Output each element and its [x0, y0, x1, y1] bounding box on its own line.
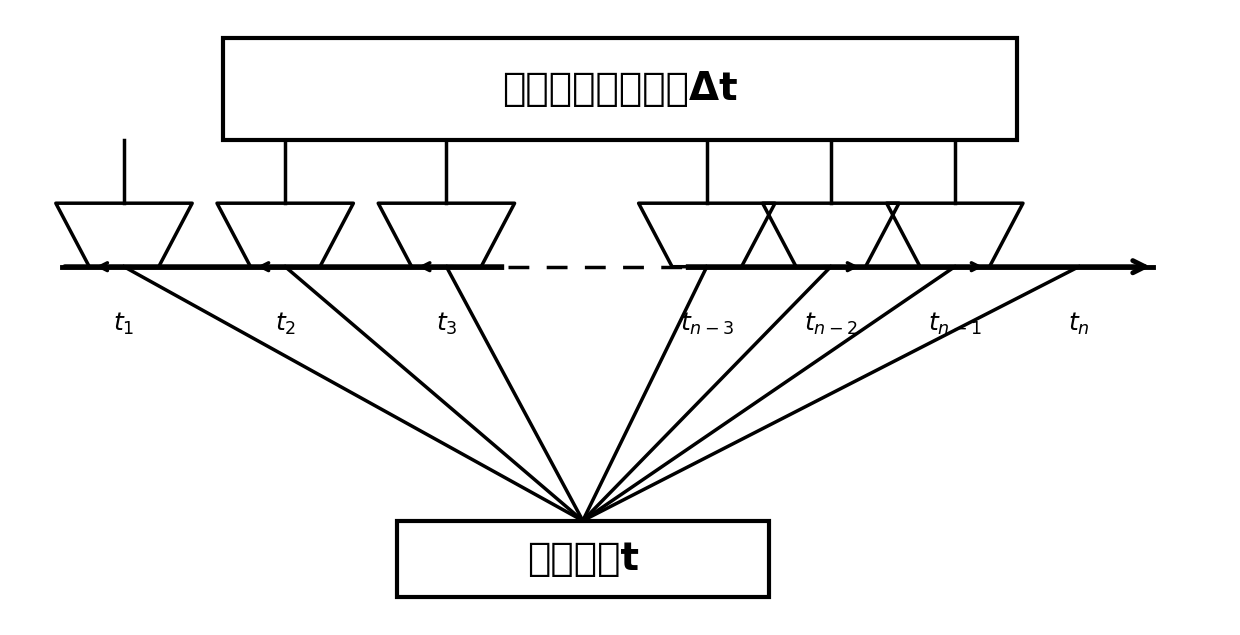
Text: 到达时刻t: 到达时刻t: [527, 540, 639, 578]
Text: $t_{n-3}$: $t_{n-3}$: [680, 311, 734, 337]
Text: $t_n$: $t_n$: [1068, 311, 1090, 337]
Text: $t_1$: $t_1$: [113, 311, 135, 337]
Text: $t_3$: $t_3$: [435, 311, 458, 337]
Bar: [223, 38, 1017, 140]
Text: $t_2$: $t_2$: [274, 311, 296, 337]
Bar: [397, 521, 769, 597]
Text: $t_{n-1}$: $t_{n-1}$: [928, 311, 982, 337]
Text: 相继到达时间间隔Δt: 相继到达时间间隔Δt: [502, 70, 738, 108]
Text: $t_{n-2}$: $t_{n-2}$: [804, 311, 858, 337]
